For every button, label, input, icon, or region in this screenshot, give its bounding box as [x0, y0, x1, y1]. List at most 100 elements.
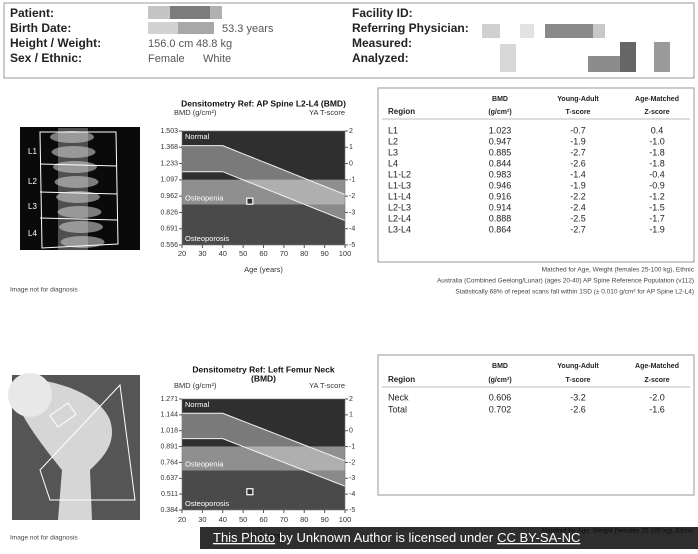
- zone-label: Osteopenia: [185, 193, 224, 202]
- x-tick-label: 70: [280, 515, 288, 524]
- header-label: Facility ID:: [352, 6, 413, 20]
- header-label: Referring Physician:: [352, 21, 469, 35]
- column-header: Region: [388, 375, 415, 384]
- table-cell: L2: [388, 136, 398, 146]
- header-value: 48.8 kg: [196, 38, 232, 50]
- x-tick-label: 90: [320, 249, 328, 258]
- y-tick-label: 0.511: [161, 491, 178, 498]
- table-cell: -3.2: [570, 392, 586, 402]
- table-cell: 0.983: [489, 169, 512, 179]
- y-tick-label: 0.556: [160, 242, 178, 249]
- y-tick-label: 0.764: [160, 459, 178, 466]
- column-header: (g/cm²): [488, 109, 511, 116]
- x-tick-label: 40: [219, 249, 227, 258]
- y-tick-label: 0.962: [160, 193, 178, 200]
- table-cell: 0.864: [489, 224, 512, 234]
- patient-point: [247, 489, 253, 495]
- y2-axis-label: YA T-score: [309, 381, 345, 390]
- table-cell: -1.8: [649, 158, 665, 168]
- license-link[interactable]: CC BY-SA-NC: [497, 530, 580, 545]
- y2-tick-label: 1: [349, 412, 353, 419]
- table-cell: -2.2: [570, 191, 586, 201]
- column-header: BMD: [492, 363, 508, 370]
- image-note: Image not for diagnosis: [10, 287, 78, 294]
- y2-tick-label: -4: [349, 226, 355, 233]
- table-cell: -2.7: [570, 147, 586, 157]
- table-cell: -0.9: [649, 180, 665, 190]
- attribution-link[interactable]: This Photo: [213, 530, 275, 545]
- footnote: Statistically 68% of repeat scans fall w…: [455, 289, 694, 296]
- table-cell: -1.9: [649, 224, 665, 234]
- table-cell: -2.5: [570, 213, 586, 223]
- column-header: Age-Matched: [635, 96, 679, 103]
- table-cell: -1.0: [649, 136, 665, 146]
- x-tick-label: 20: [178, 249, 186, 258]
- y2-tick-label: -2: [349, 193, 355, 200]
- column-header: T-score: [566, 377, 591, 384]
- table-cell: L1: [388, 125, 398, 135]
- column-header: Region: [388, 107, 415, 116]
- y2-tick-label: -5: [349, 507, 355, 514]
- y-axis-label: BMD (g/cm²): [174, 381, 217, 390]
- y-tick-label: 1.368: [160, 144, 178, 151]
- x-tick-label: 90: [320, 515, 328, 524]
- x-tick-label: 100: [339, 249, 352, 258]
- table-cell: L2-L3: [388, 202, 411, 212]
- header-label: Birth Date:: [10, 21, 71, 35]
- column-header: Young-Adult: [557, 363, 599, 370]
- x-tick-label: 100: [339, 515, 352, 524]
- x-tick-label: 50: [239, 515, 247, 524]
- chart-title: (BMD): [251, 373, 276, 383]
- column-header: (g/cm²): [488, 377, 511, 384]
- header-value: 53.3 years: [222, 23, 274, 35]
- table-cell: -1.9: [570, 180, 586, 190]
- header-label: Measured:: [352, 36, 412, 50]
- header-value: Female: [148, 53, 185, 65]
- patient-point: [247, 198, 253, 204]
- table-cell: -0.7: [570, 125, 586, 135]
- y2-tick-label: 0: [349, 428, 353, 435]
- y-axis-label: BMD (g/cm²): [174, 108, 217, 117]
- y2-tick-label: 2: [349, 396, 353, 403]
- table-cell: 0.888: [489, 213, 512, 223]
- y-tick-label: 1.097: [160, 177, 178, 184]
- table-cell: 1.023: [489, 125, 512, 135]
- header-label: Sex / Ethnic:: [10, 51, 82, 65]
- attribution-text: by Unknown Author is licensed under: [279, 530, 494, 545]
- table-cell: L3-L4: [388, 224, 411, 234]
- table-cell: -2.7: [570, 224, 586, 234]
- vertebra-label: L3: [28, 202, 37, 211]
- y-tick-label: 0.891: [160, 443, 178, 450]
- table-cell: 0.4: [651, 125, 664, 135]
- zone-label: Osteoporosis: [185, 499, 229, 508]
- y2-tick-label: -4: [349, 491, 355, 498]
- x-tick-label: 60: [259, 249, 267, 258]
- header-value: White: [203, 53, 231, 65]
- table-cell: Total: [388, 404, 407, 414]
- chart-title: Densitometry Ref: AP Spine L2-L4 (BMD): [181, 98, 346, 108]
- column-header: Young-Adult: [557, 96, 599, 103]
- x-tick-label: 30: [198, 515, 206, 524]
- vertebra-label: L2: [28, 177, 37, 186]
- y-tick-label: 1.503: [160, 128, 178, 135]
- y2-tick-label: 2: [349, 128, 353, 135]
- y2-tick-label: -1: [349, 177, 355, 184]
- table-cell: 0.916: [489, 191, 512, 201]
- x-tick-label: 50: [239, 249, 247, 258]
- table-cell: 0.844: [489, 158, 512, 168]
- zone-label: Normal: [185, 400, 210, 409]
- header-label: Patient:: [10, 6, 54, 20]
- column-header: BMD: [492, 96, 508, 103]
- table-cell: 0.947: [489, 136, 512, 146]
- zone-label: Osteopenia: [185, 459, 224, 468]
- table-cell: -1.7: [649, 213, 665, 223]
- y2-tick-label: -2: [349, 459, 355, 466]
- table-cell: L2-L4: [388, 213, 411, 223]
- y-tick-label: 0.637: [160, 475, 178, 482]
- table-cell: -1.8: [649, 147, 665, 157]
- table-cell: L1-L2: [388, 169, 411, 179]
- x-tick-label: 40: [219, 515, 227, 524]
- y2-axis-label: YA T-score: [309, 108, 345, 117]
- x-tick-label: 80: [300, 249, 308, 258]
- vertebra-label: L4: [28, 229, 37, 238]
